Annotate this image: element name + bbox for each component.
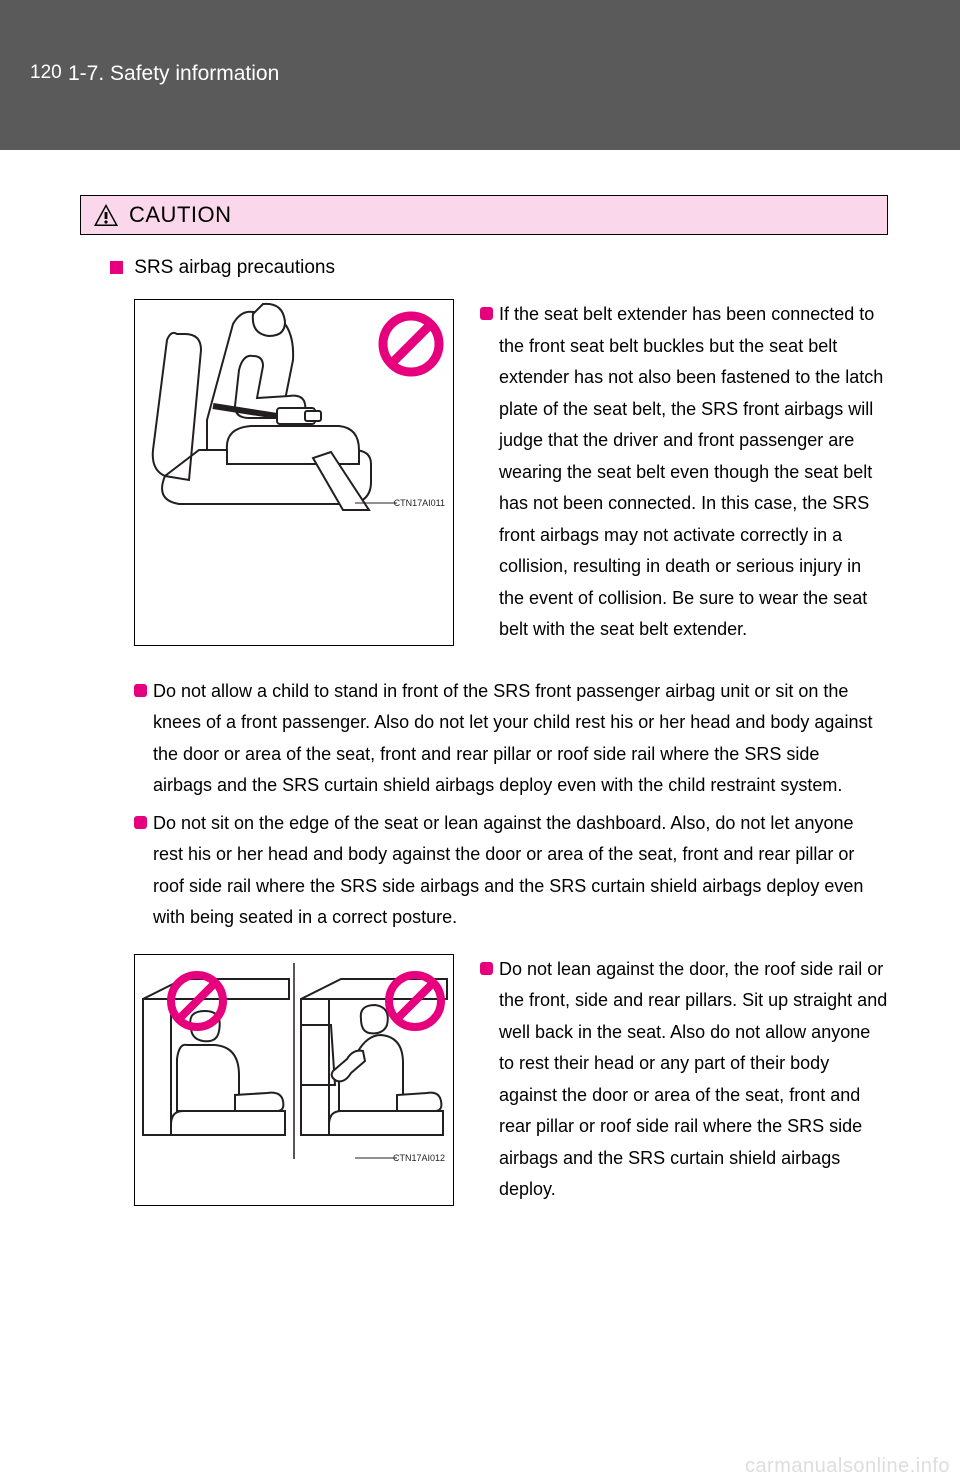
figure-2: CTN17AI012: [134, 954, 454, 1206]
figure-2-ref: CTN17AI012: [393, 1153, 445, 1163]
caution-label: CAUTION: [129, 202, 232, 228]
content-area: CAUTION SRS airbag precautions: [0, 150, 960, 1206]
section-title: 1-7. Safety information: [68, 62, 960, 86]
header-band: 1-7. Safety information: [0, 0, 960, 150]
bullet-1: If the seat belt extender has been conne…: [480, 299, 888, 646]
round-bullet-icon: [480, 962, 493, 975]
warning-icon: [93, 203, 119, 227]
page-number: 120: [30, 62, 62, 84]
bullet-4-text: Do not lean against the door, the roof s…: [499, 954, 888, 1206]
caution-bar: CAUTION: [80, 195, 888, 235]
bullet-3: Do not sit on the edge of the seat or le…: [134, 808, 888, 934]
round-bullet-icon: [480, 307, 493, 320]
subsection-heading: SRS airbag precautions: [110, 257, 888, 279]
watermark: carmanualsonline.info: [745, 1455, 950, 1478]
figure-text-row-1: CTN17AI011 If the seat belt extender has…: [134, 299, 888, 646]
figure-text-row-2: CTN17AI012 Do not lean against the door,…: [134, 954, 888, 1206]
figure-1-ref: CTN17AI011: [394, 498, 445, 508]
round-bullet-icon: [134, 816, 147, 829]
bullet-2-text: Do not allow a child to stand in front o…: [153, 676, 880, 802]
figure-1: CTN17AI011: [134, 299, 454, 646]
square-bullet-icon: [110, 261, 123, 274]
subsection-text: SRS airbag precautions: [134, 257, 335, 278]
bullet-4: Do not lean against the door, the roof s…: [480, 954, 888, 1206]
bullet-2: Do not allow a child to stand in front o…: [134, 676, 888, 802]
bullet-3-text: Do not sit on the edge of the seat or le…: [153, 808, 880, 934]
round-bullet-icon: [134, 684, 147, 697]
bullet-1-text: If the seat belt extender has been conne…: [499, 299, 888, 646]
